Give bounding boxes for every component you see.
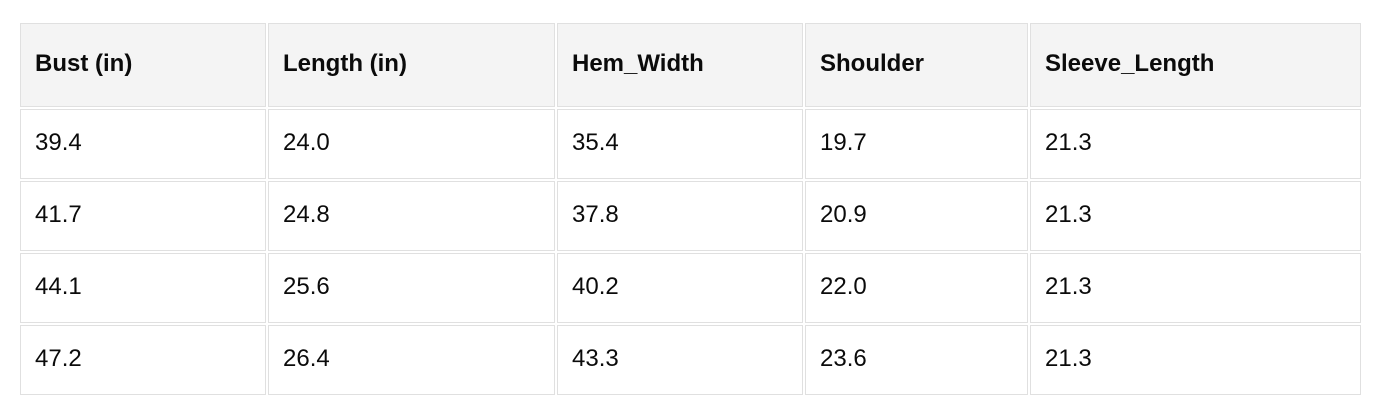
table-row: 39.4 24.0 35.4 19.7 21.3 xyxy=(20,109,1361,179)
cell-bust: 39.4 xyxy=(20,109,266,179)
cell-bust: 44.1 xyxy=(20,253,266,323)
cell-length: 26.4 xyxy=(268,325,555,395)
cell-bust: 47.2 xyxy=(20,325,266,395)
table-row: 44.1 25.6 40.2 22.0 21.3 xyxy=(20,253,1361,323)
column-header-sleeve-length: Sleeve_Length xyxy=(1030,23,1361,107)
cell-hem-width: 40.2 xyxy=(557,253,803,323)
cell-hem-width: 37.8 xyxy=(557,181,803,251)
table-row: 41.7 24.8 37.8 20.9 21.3 xyxy=(20,181,1361,251)
table-row: 47.2 26.4 43.3 23.6 21.3 xyxy=(20,325,1361,395)
column-header-shoulder: Shoulder xyxy=(805,23,1028,107)
cell-sleeve-length: 21.3 xyxy=(1030,181,1361,251)
column-header-hem-width: Hem_Width xyxy=(557,23,803,107)
cell-hem-width: 35.4 xyxy=(557,109,803,179)
size-chart-table: Bust (in) Length (in) Hem_Width Shoulder… xyxy=(18,21,1363,397)
column-header-length: Length (in) xyxy=(268,23,555,107)
cell-shoulder: 22.0 xyxy=(805,253,1028,323)
cell-shoulder: 20.9 xyxy=(805,181,1028,251)
column-header-bust: Bust (in) xyxy=(20,23,266,107)
cell-sleeve-length: 21.3 xyxy=(1030,325,1361,395)
cell-hem-width: 43.3 xyxy=(557,325,803,395)
cell-length: 24.8 xyxy=(268,181,555,251)
cell-shoulder: 19.7 xyxy=(805,109,1028,179)
cell-bust: 41.7 xyxy=(20,181,266,251)
table-header-row: Bust (in) Length (in) Hem_Width Shoulder… xyxy=(20,23,1361,107)
cell-length: 25.6 xyxy=(268,253,555,323)
cell-sleeve-length: 21.3 xyxy=(1030,109,1361,179)
cell-length: 24.0 xyxy=(268,109,555,179)
cell-shoulder: 23.6 xyxy=(805,325,1028,395)
cell-sleeve-length: 21.3 xyxy=(1030,253,1361,323)
